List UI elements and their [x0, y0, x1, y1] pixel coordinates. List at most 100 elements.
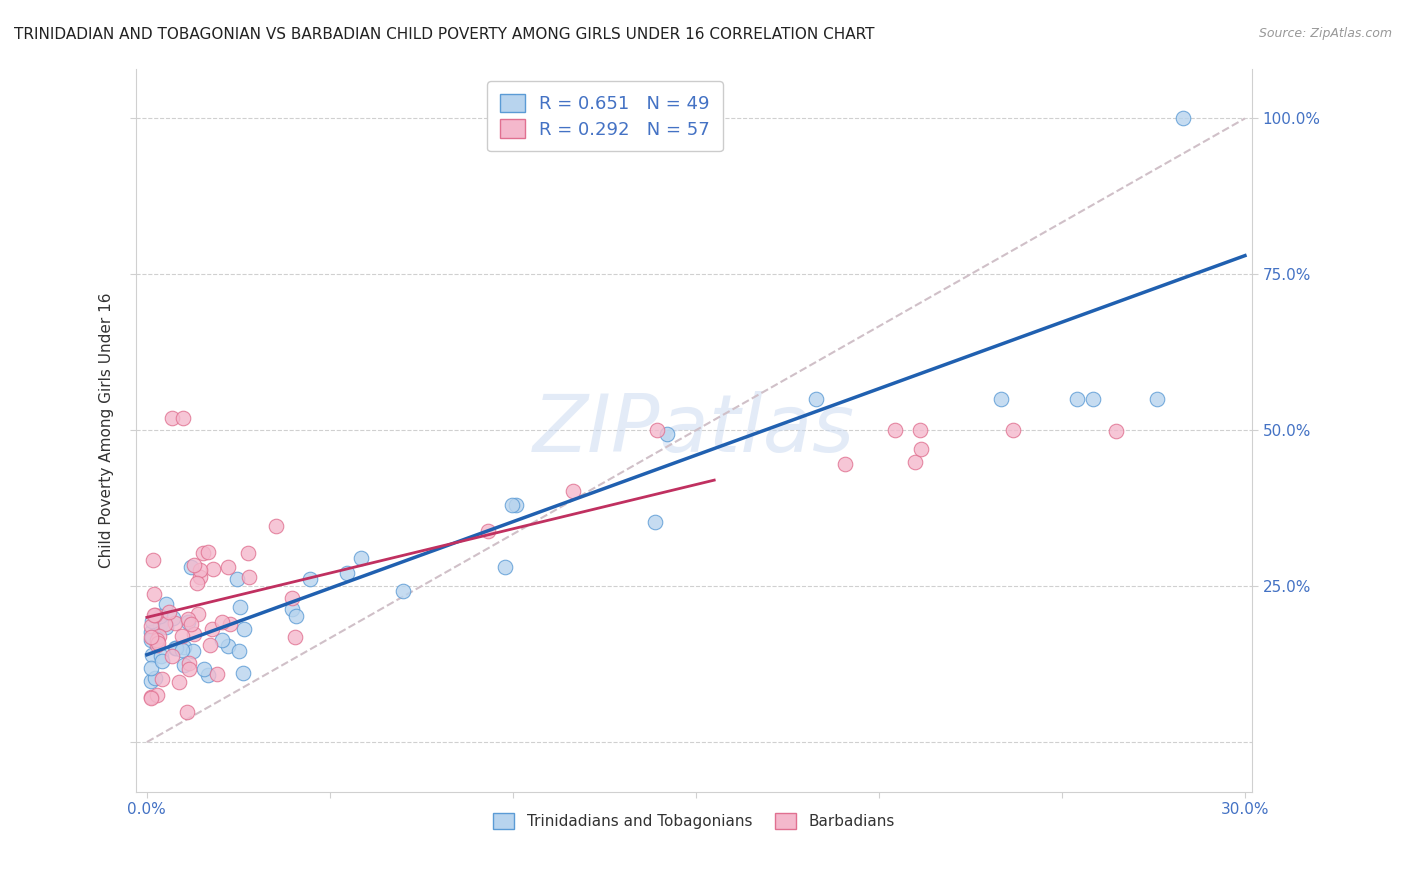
Point	[226, 573, 249, 587]
Point	[990, 392, 1012, 406]
Point	[139, 690, 162, 705]
Point	[177, 656, 200, 670]
Point	[139, 690, 162, 705]
Point	[193, 545, 215, 559]
Point	[904, 455, 927, 469]
Point	[218, 617, 240, 632]
Point	[217, 559, 239, 574]
Point	[142, 553, 165, 567]
Point	[804, 392, 827, 406]
Point	[162, 611, 184, 625]
Point	[211, 615, 233, 630]
Point	[139, 630, 162, 644]
Point	[139, 674, 162, 689]
Point	[139, 618, 162, 632]
Point	[908, 423, 931, 437]
Point	[152, 672, 174, 686]
Point	[477, 524, 499, 538]
Point	[238, 569, 260, 583]
Point	[145, 671, 167, 685]
Point	[146, 633, 169, 648]
Point	[141, 631, 163, 645]
Point	[155, 597, 177, 611]
Point	[139, 624, 162, 639]
Point	[562, 484, 585, 499]
Text: Source: ZipAtlas.com: Source: ZipAtlas.com	[1258, 27, 1392, 40]
Point	[180, 560, 202, 574]
Point	[143, 607, 166, 622]
Point	[229, 600, 252, 615]
Point	[284, 608, 307, 623]
Point	[155, 620, 177, 634]
Point	[173, 658, 195, 673]
Point	[644, 516, 666, 530]
Point	[141, 648, 163, 663]
Point	[217, 639, 239, 653]
Point	[201, 561, 224, 575]
Point	[197, 544, 219, 558]
Point	[1146, 392, 1168, 406]
Point	[1105, 424, 1128, 438]
Text: TRINIDADIAN AND TOBAGONIAN VS BARBADIAN CHILD POVERTY AMONG GIRLS UNDER 16 CORRE: TRINIDADIAN AND TOBAGONIAN VS BARBADIAN …	[14, 27, 875, 42]
Point	[148, 629, 170, 643]
Point	[180, 617, 202, 632]
Point	[163, 640, 186, 655]
Point	[193, 662, 215, 676]
Point	[141, 661, 163, 675]
Point	[181, 644, 204, 658]
Point	[186, 575, 208, 590]
Point	[211, 632, 233, 647]
Point	[232, 666, 254, 681]
Point	[149, 609, 172, 624]
Point	[205, 667, 228, 681]
Point	[139, 632, 162, 647]
Point	[392, 584, 415, 599]
Point	[281, 591, 304, 605]
Point	[165, 640, 187, 655]
Point	[153, 616, 176, 631]
Point	[167, 674, 190, 689]
Point	[157, 605, 180, 619]
Legend: Trinidadians and Tobagonians, Barbadians: Trinidadians and Tobagonians, Barbadians	[486, 806, 901, 835]
Point	[657, 427, 679, 442]
Point	[172, 629, 194, 643]
Point	[173, 640, 195, 655]
Point	[645, 423, 668, 437]
Point	[494, 559, 516, 574]
Point	[198, 638, 221, 652]
Point	[1171, 112, 1194, 126]
Point	[884, 423, 907, 437]
Point	[172, 410, 194, 425]
Point	[165, 615, 187, 630]
Point	[172, 642, 194, 657]
Point	[143, 607, 166, 622]
Point	[266, 518, 288, 533]
Point	[148, 635, 170, 649]
Point	[145, 638, 167, 652]
Point	[162, 410, 184, 425]
Point	[236, 546, 259, 560]
Point	[187, 607, 209, 622]
Point	[1083, 392, 1105, 406]
Point	[141, 614, 163, 628]
Point	[149, 648, 172, 663]
Point	[228, 644, 250, 658]
Point	[176, 705, 198, 719]
Point	[284, 630, 307, 644]
Point	[299, 572, 322, 586]
Point	[505, 498, 527, 512]
Point	[179, 662, 201, 676]
Point	[1002, 423, 1025, 437]
Point	[232, 622, 254, 636]
Point	[142, 587, 165, 601]
Point	[160, 648, 183, 663]
Point	[910, 442, 932, 456]
Point	[350, 550, 373, 565]
Point	[197, 668, 219, 682]
Point	[281, 602, 304, 616]
Point	[149, 617, 172, 632]
Point	[146, 688, 169, 702]
Point	[336, 566, 359, 580]
Point	[183, 558, 205, 572]
Point	[176, 615, 198, 629]
